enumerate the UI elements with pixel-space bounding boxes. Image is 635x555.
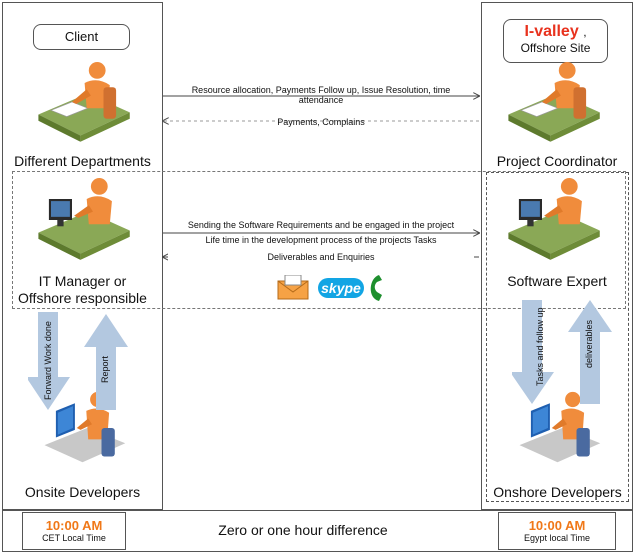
report-label: Report [100, 355, 110, 383]
skype-logo: skype [318, 278, 364, 298]
egypt-zone: Egypt local Time [523, 533, 591, 543]
forward-work-down-arrow [28, 312, 70, 410]
deliverables-up-arrow [568, 300, 612, 404]
egypt-time: 10:00 AM [528, 518, 586, 533]
onsite-developers-label: Onsite Developers [24, 484, 141, 500]
tasks-follow-up-label: Tasks and follow up [535, 307, 545, 386]
footer-bar [2, 510, 633, 552]
forward-work-done-label: Forward Work done [43, 321, 53, 400]
footer-left-cell: 10:00 AM CET Local Time [22, 512, 126, 550]
top-forward-line1: Resource allocation, Payments Follow up,… [191, 85, 451, 95]
mid-forward-line2: Life time in the development process of … [205, 235, 437, 245]
brand-comma: , [583, 25, 587, 39]
offshore-site-box: I-valley , Offshore Site [503, 19, 608, 63]
skype-text: skype [321, 280, 361, 296]
offshore-site-label: Offshore Site [520, 41, 591, 55]
software-expert-label: Software Expert [507, 273, 607, 289]
right-dashed-box [486, 172, 629, 502]
phone-icon [370, 275, 382, 301]
report-up-arrow [84, 314, 128, 410]
brand-logo: I-valley [524, 23, 579, 40]
dashed-band [12, 171, 626, 309]
tasks-down-arrow [512, 300, 554, 404]
left-block-arrows [28, 312, 128, 410]
it-manager-line2: Offshore responsible [18, 290, 147, 306]
cet-time: 10:00 AM [45, 518, 103, 533]
right-block-arrows [512, 300, 612, 404]
mail-icon [277, 275, 309, 300]
client-box: Client [33, 24, 130, 50]
project-coordinator-label: Project Coordinator [496, 153, 618, 169]
mid-forward-line1: Sending the Software Requirements and be… [187, 220, 455, 230]
it-manager-line1: IT Manager or [38, 273, 127, 289]
top-forward-line2: attendance [298, 95, 344, 105]
different-departments-label: Different Departments [14, 153, 151, 169]
it-manager-label: IT Manager or Offshore responsible [2, 273, 163, 307]
deliverables-label: deliverables [584, 319, 594, 368]
cet-zone: CET Local Time [42, 533, 106, 543]
mid-back-text: Deliverables and Enquiries [168, 252, 474, 262]
client-label: Client [64, 29, 99, 44]
right-column-frame [481, 2, 633, 510]
time-difference-label: Zero or one hour difference [218, 522, 388, 538]
onshore-developers-label: Onshore Developers [493, 484, 622, 500]
footer-right-cell: 10:00 AM Egypt local Time [498, 512, 616, 550]
mid-forward-text: Sending the Software Requirements and be… [168, 220, 474, 245]
top-forward-text: Resource allocation, Payments Follow up,… [168, 85, 474, 105]
top-back-text: Payments, Complains [277, 117, 365, 127]
